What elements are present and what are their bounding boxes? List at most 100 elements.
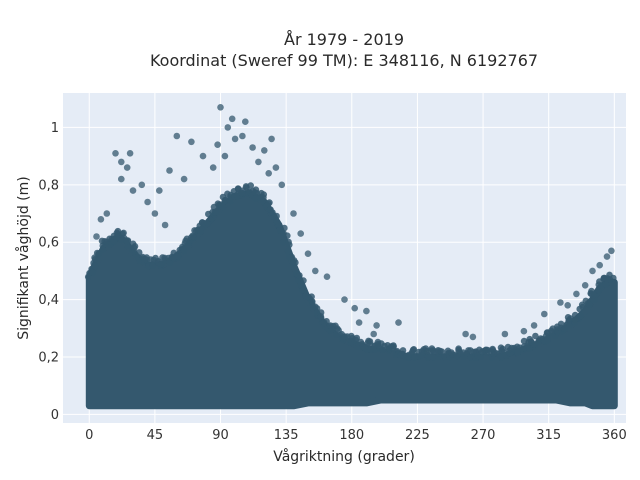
- data-point: [610, 274, 617, 282]
- data-point: [323, 273, 331, 281]
- data-point: [219, 203, 227, 211]
- data-point: [91, 262, 99, 270]
- data-point: [430, 354, 437, 361]
- data-point: [272, 164, 280, 171]
- data-point: [103, 210, 111, 217]
- data-point: [477, 353, 484, 361]
- data-point: [124, 242, 132, 250]
- data-point: [571, 316, 579, 324]
- data-point: [123, 164, 131, 171]
- y-tick-label: 0: [51, 408, 59, 423]
- data-point: [231, 135, 239, 143]
- data-point: [238, 189, 246, 197]
- x-tick-label: 90: [212, 428, 229, 443]
- data-point: [260, 191, 268, 198]
- data-point: [579, 303, 587, 311]
- data-point: [89, 269, 97, 277]
- x-tick-label: 315: [536, 428, 561, 443]
- data-point: [411, 354, 418, 362]
- data-point: [84, 273, 92, 281]
- data-point: [541, 310, 548, 318]
- data-point: [112, 150, 119, 157]
- y-axis-title: Signifikant våghöjd (m): [15, 176, 32, 339]
- data-point: [357, 338, 365, 346]
- data-point: [589, 267, 596, 275]
- data-point: [557, 299, 564, 306]
- data-point: [144, 198, 151, 206]
- data-point: [469, 333, 477, 341]
- data-point: [166, 167, 173, 174]
- data-point: [91, 255, 99, 263]
- data-point: [501, 330, 509, 338]
- data-point: [129, 187, 137, 194]
- data-point: [304, 250, 312, 257]
- data-point: [268, 135, 275, 143]
- x-axis-title: Vågriktning (grader): [273, 448, 415, 465]
- y-tick-label: 0,6: [38, 236, 59, 251]
- data-point: [260, 197, 267, 205]
- data-point: [93, 233, 100, 240]
- data-point: [566, 321, 574, 329]
- data-point: [581, 282, 589, 289]
- data-point: [228, 115, 236, 123]
- data-point: [189, 232, 196, 240]
- chart-title: År 1979 - 2019: [284, 30, 404, 49]
- data-point: [370, 330, 378, 338]
- data-point: [595, 287, 603, 294]
- data-point: [603, 253, 611, 260]
- x-tick-label: 225: [405, 428, 430, 443]
- data-points: [93, 104, 615, 355]
- y-tick-label: 0,8: [38, 178, 59, 193]
- data-point: [564, 302, 571, 309]
- data-point: [462, 330, 469, 338]
- data-point: [573, 290, 580, 298]
- data-point: [175, 253, 182, 260]
- data-point: [156, 187, 163, 194]
- data-point: [395, 319, 402, 326]
- data-point: [590, 291, 597, 299]
- data-point: [135, 249, 143, 256]
- data-point: [424, 348, 431, 355]
- data-point: [351, 304, 359, 312]
- x-tick-label: 45: [147, 428, 164, 443]
- data-point: [180, 175, 188, 183]
- y-tick-label: 0,2: [38, 351, 59, 366]
- data-point: [217, 104, 224, 111]
- data-point: [265, 170, 273, 177]
- data-point: [281, 224, 288, 232]
- data-point: [373, 322, 380, 329]
- data-point: [120, 229, 127, 237]
- point-band: [84, 182, 618, 410]
- data-point: [348, 332, 355, 340]
- data-point: [300, 286, 307, 294]
- x-tick-label: 270: [471, 428, 496, 443]
- y-axis-ticks: 0 0,2 0,4 0,6 0,8 1: [38, 121, 59, 423]
- y-tick-label: 0,4: [38, 293, 59, 308]
- data-point: [286, 241, 293, 249]
- x-tick-label: 180: [339, 428, 364, 443]
- data-point: [99, 246, 107, 253]
- data-point: [284, 247, 292, 255]
- data-point: [161, 221, 169, 229]
- data-point: [275, 221, 283, 229]
- data-point: [290, 210, 297, 217]
- data-point: [180, 247, 188, 255]
- data-point: [95, 250, 103, 257]
- data-point: [247, 182, 254, 189]
- data-point: [585, 301, 593, 308]
- data-point: [173, 132, 181, 140]
- data-point: [118, 175, 125, 183]
- data-point: [390, 342, 397, 349]
- data-point: [284, 232, 291, 239]
- data-point: [530, 322, 538, 329]
- data-point: [97, 216, 105, 223]
- data-point: [255, 158, 262, 166]
- data-point: [532, 332, 539, 340]
- data-point: [608, 247, 615, 255]
- data-point: [366, 340, 374, 348]
- data-point: [514, 349, 521, 357]
- data-point: [118, 158, 125, 166]
- data-point: [280, 239, 287, 246]
- data-point: [242, 118, 249, 125]
